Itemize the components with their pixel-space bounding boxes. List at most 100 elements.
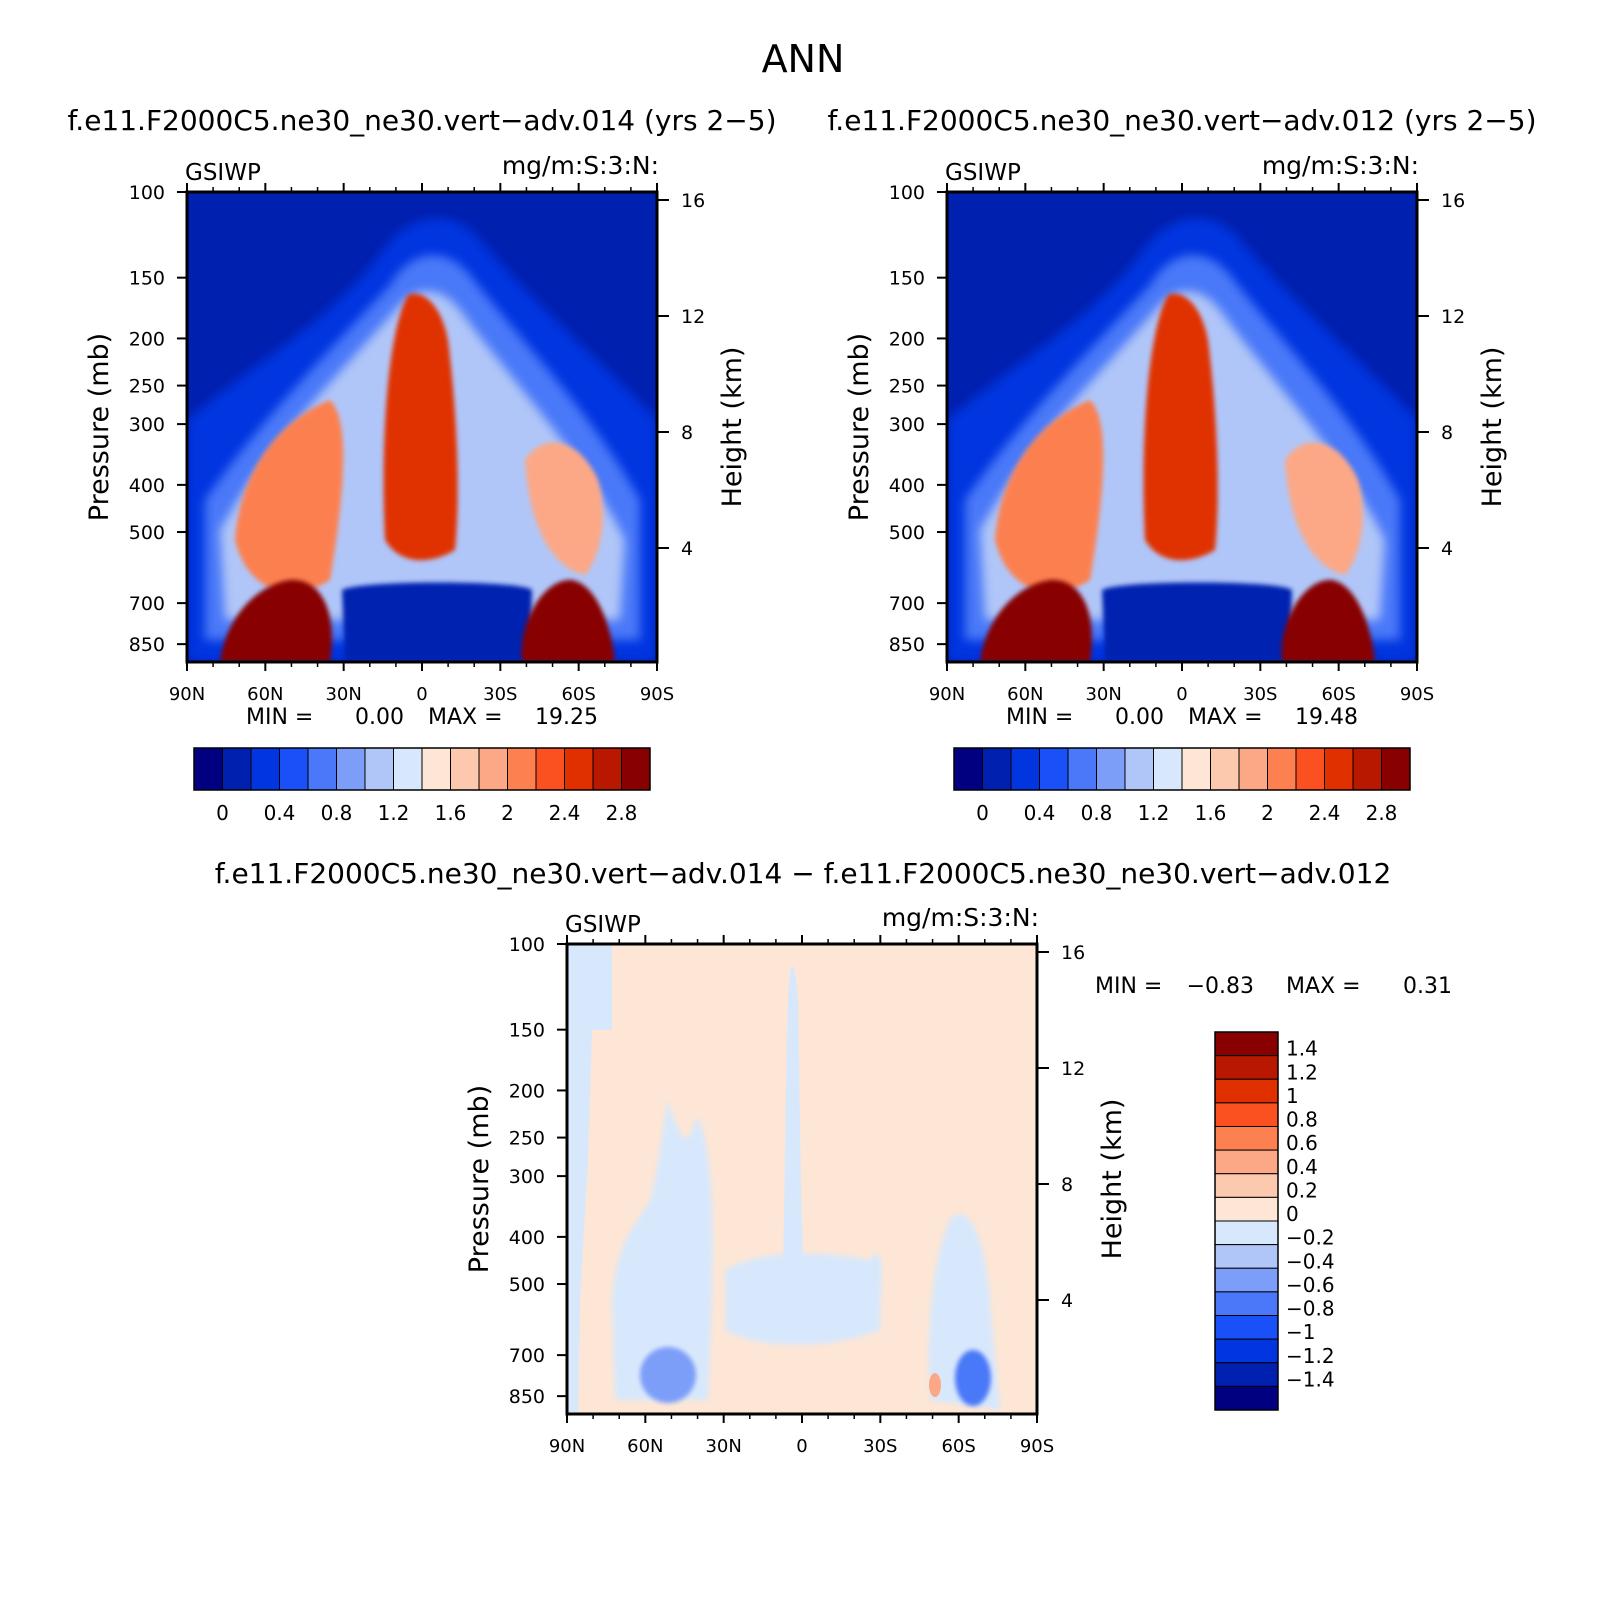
panel-2-field-sh-lowlevel-minimum [955,1350,991,1406]
colorbar-swatch [1214,1244,1279,1269]
panel-2-colorbar: 1.41.210.80.60.40.20−0.2−0.4−0.6−0.8−1−1… [1214,1031,1335,1411]
colorbar-label: 2 [1261,801,1274,825]
x-tick-label: 30N [1085,684,1121,705]
colorbar-label: 0.4 [1024,801,1056,825]
colorbar-swatch [1295,747,1325,791]
colorbar-swatch [1039,747,1069,791]
x-tick-label: 90N [929,684,965,705]
y-right-tick-label: 4 [1061,1290,1073,1312]
panel-0: f.e11.F2000C5.ne30_ne30.vert−adv.014 (yr… [67,104,776,825]
y-tick-label: 500 [509,1274,545,1296]
panel-0-title: f.e11.F2000C5.ne30_ne30.vert−adv.014 (yr… [67,104,776,137]
panel-1-field-nh-lowlevel-max [980,579,1092,662]
y-right-tick-label: 4 [1441,538,1453,560]
y-tick-label: 100 [129,182,165,204]
panel-1-ylabel: Pressure (mb) [844,333,875,521]
y-tick-label: 100 [889,182,925,204]
panel-0-ylabel-right: Height (km) [717,347,748,508]
y-tick-label: 700 [889,593,925,615]
panel-2-y-axis-right: 16 12 8 4 [1037,942,1085,1312]
panel-0-field-sh-midlat-max [525,442,603,575]
panel-2-max-label: MAX = [1286,974,1361,999]
x-tick-label: 0 [796,1436,807,1457]
panel-2-plot-area [567,944,1037,1414]
colorbar-swatch [1067,747,1097,791]
colorbar-label: −0.8 [1286,1297,1335,1321]
panel-1-field-nh-midlat-max [995,400,1104,592]
panel-2-field-sh-positive-spot [929,1373,941,1397]
colorbar-swatch [336,747,366,791]
x-tick-label: 60S [941,1436,975,1457]
y-tick-label: 300 [509,1166,545,1188]
panel-0-ylabel: Pressure (mb) [84,333,115,521]
colorbar-frame [953,747,1411,791]
y-tick-label: 500 [889,522,925,544]
colorbar-swatch [393,747,423,791]
y-tick-label: 700 [509,1345,545,1367]
y-tick-label: 100 [509,934,545,956]
x-tick-label: 90N [549,1436,585,1457]
panel-0-y-axis-right: 16 12 8 4 [657,190,705,560]
panel-1-title: f.e11.F2000C5.ne30_ne30.vert−adv.012 (yr… [827,104,1536,137]
colorbar-swatch [1381,747,1411,791]
colorbar-swatch [1214,1338,1279,1364]
colorbar-label: 0.2 [1286,1178,1318,1202]
panel-2: GSIWP mg/m:S:3:N: 90N 60N 30N 0 30S 60S 90S 10… [464,903,1452,1457]
y-tick-label: 850 [509,1386,545,1408]
panel-1-field-sh-midlat-max [1285,442,1363,575]
panel-1-colorbar: 0 0.4 0.8 1.2 1.6 2 2.4 2.8 [953,747,1411,825]
panel-1-min-label: MIN = [1006,705,1073,730]
x-tick-label: 60S [561,684,595,705]
x-tick-label: 30S [483,684,517,705]
colorbar-label: 1.2 [1286,1060,1318,1084]
panel-0-field-nh-lowlevel-max [220,579,332,662]
colorbar-label: 0.8 [321,801,353,825]
panel-0-field-sh-lowlevel-max [521,579,615,662]
colorbar-swatch [1124,747,1154,791]
x-tick-label: 30N [705,1436,741,1457]
colorbar-label: 1.2 [378,801,410,825]
colorbar-label: 0.6 [1286,1131,1318,1155]
colorbar-label: 2.4 [549,801,581,825]
colorbar-swatch [1214,1149,1279,1175]
y-tick-label: 150 [129,268,165,290]
y-tick-label: 400 [129,475,165,497]
colorbar-frame [193,747,651,791]
x-tick-label: 90N [169,684,205,705]
y-right-tick-label: 12 [681,306,705,328]
x-tick-label: 90S [1020,1436,1054,1457]
panel-0-colorbar: 0 0.4 0.8 1.2 1.6 2 2.4 2.8 [193,747,651,825]
x-tick-label: 60N [247,684,283,705]
colorbar-label: −0.2 [1286,1226,1335,1250]
panel-2-ylabel: Pressure (mb) [464,1085,495,1273]
colorbar-swatch [1214,1291,1279,1316]
panel-0-variable: GSIWP [185,160,261,186]
y-right-tick-label: 16 [1441,190,1465,212]
panel-1-low-level-trough [1102,582,1292,662]
y-tick-label: 250 [889,376,925,398]
x-tick-label: 90S [640,684,674,705]
colorbar-label: 0.8 [1081,801,1113,825]
colorbar-swatch [364,747,394,791]
x-tick-label: 30N [325,684,361,705]
x-tick-label: 60N [627,1436,663,1457]
colorbar-swatch [1210,747,1240,791]
y-tick-label: 700 [129,593,165,615]
y-tick-label: 200 [129,328,165,350]
y-right-tick-label: 8 [1441,422,1453,444]
y-tick-label: 150 [889,268,925,290]
panel-2-ylabel-right: Height (km) [1097,1099,1128,1260]
panel-1-units: mg/m:S:3:N: [1262,151,1419,180]
x-tick-label: 30S [863,1436,897,1457]
panel-2-field-nh-lowlevel-minimum [640,1347,696,1403]
colorbar-label: −0.4 [1286,1249,1335,1273]
colorbar-swatch [1352,747,1382,791]
colorbar-label: 0.4 [1286,1155,1318,1179]
panel-2-x-axis: 90N 60N 30N 0 30S 60S 90S [549,935,1054,1457]
colorbar-swatch [564,747,594,791]
colorbar-swatch [1214,1102,1279,1127]
colorbar-label: 1 [1286,1084,1299,1108]
panel-2-contour-field [567,944,1037,1414]
y-right-tick-label: 12 [1061,1058,1085,1080]
